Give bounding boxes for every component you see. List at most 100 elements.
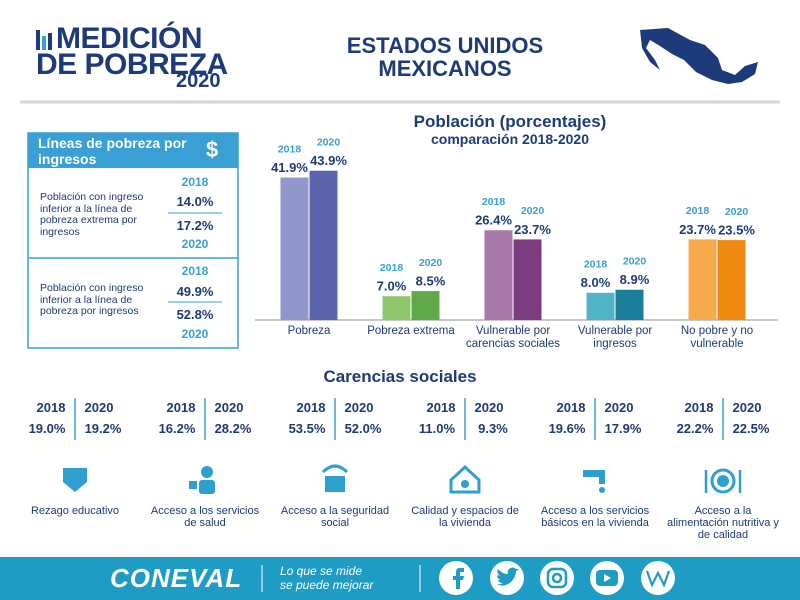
value-label: 19.2% [84, 421, 122, 436]
footer-logo: CONEVAL [110, 563, 243, 593]
value-label: 43.9% [310, 153, 347, 168]
icon [717, 475, 729, 487]
map-mexico [640, 28, 758, 84]
region-name: MEXICANOS [378, 56, 512, 81]
value-label: 26.4% [475, 213, 512, 228]
dollar-symbol: $ [206, 137, 219, 162]
value-label: 16.2% [158, 421, 196, 436]
value-label: 19.0% [28, 421, 66, 436]
value-label: 19.6% [548, 421, 586, 436]
value-label: 23.7% [679, 222, 716, 237]
value-label: 52.0% [344, 421, 382, 436]
value-label: 52.8% [176, 307, 214, 322]
icon [325, 476, 345, 492]
year-label: 2020 [181, 237, 209, 251]
bar [615, 289, 644, 320]
item-label: Población con ingreso inferior a la líne… [40, 282, 144, 317]
bar [484, 230, 513, 320]
legend-year: 2018 [482, 196, 506, 208]
value-label: 28.2% [214, 421, 252, 436]
bar [586, 292, 615, 320]
wikipedia-icon[interactable] [641, 561, 675, 595]
bar [280, 177, 309, 320]
year-label: 2018 [426, 400, 456, 415]
chart-subtitle: comparación 2018-2020 [431, 131, 589, 147]
legend-year: 2020 [725, 206, 749, 218]
value-label: 8.5% [416, 274, 446, 289]
legend-year: 2020 [521, 205, 545, 217]
value-label: 23.7% [514, 222, 551, 237]
footer-slogan: se puede mejorar [280, 578, 374, 592]
value-label: 22.2% [676, 421, 714, 436]
year-label: 2020 [181, 327, 209, 341]
x-tick-label: Vulnerable por ingresos [577, 325, 653, 350]
value-label: 8.0% [581, 275, 611, 290]
x-tick-label: Pobreza extrema [367, 325, 455, 337]
x-tick-label: Vulnerable por carencias sociales [466, 325, 560, 350]
bar [513, 239, 542, 320]
year-label: 2020 [344, 400, 374, 415]
value-label: 7.0% [377, 279, 407, 294]
value-label: 17.9% [604, 421, 642, 436]
legend-year: 2018 [584, 259, 608, 271]
icon [599, 487, 605, 493]
item-label: Acceso a los servicios básicos en la viv… [540, 505, 650, 529]
year-label: 2018 [36, 400, 66, 415]
legend-year: 2020 [419, 257, 443, 269]
icon [710, 468, 736, 494]
value-label: 49.9% [176, 284, 214, 299]
poverty-box-header [28, 133, 238, 168]
year-label: 2018 [181, 264, 209, 278]
instagram-icon[interactable] [540, 561, 574, 595]
value-label: 17.2% [176, 218, 214, 233]
bar [717, 240, 746, 320]
chart-title: Población (porcentajes) [413, 112, 607, 131]
legend-year: 2020 [317, 137, 341, 149]
bar [309, 170, 338, 320]
legend-year: 2018 [380, 262, 404, 274]
year-label: 2020 [604, 400, 634, 415]
icon [599, 470, 605, 484]
value-label: 53.5% [288, 421, 326, 436]
value-label: 8.9% [620, 272, 650, 287]
item-label: Acceso a la seguridad social [280, 505, 390, 529]
icon [461, 480, 469, 488]
year-label: 2018 [296, 400, 326, 415]
bar [688, 239, 717, 320]
item-label: Población con ingreso inferior a la líne… [40, 191, 144, 238]
bar [411, 291, 440, 320]
icon [321, 464, 349, 474]
value-label: 11.0% [418, 421, 456, 436]
icon [583, 470, 601, 477]
value-label: 22.5% [732, 421, 770, 436]
year-label: 2018 [556, 400, 586, 415]
bar [382, 296, 411, 320]
region-name: ESTADOS UNIDOS [346, 33, 544, 58]
year-label: 2020 [732, 400, 762, 415]
header-title: MEDICIÓN [56, 22, 203, 55]
icon [63, 468, 87, 492]
year-label: 2020 [84, 400, 114, 415]
social-icons [439, 561, 675, 595]
value-label: 41.9% [271, 160, 308, 175]
value-label: 9.3% [478, 421, 508, 436]
item-label: Acceso a los servicios de salud [150, 505, 260, 529]
item-label: Acceso a la alimentación nutritiva y de … [667, 505, 779, 541]
legend-year: 2018 [278, 143, 302, 155]
icon [189, 481, 197, 489]
box-title: Líneas de pobreza por ingresos [38, 135, 187, 167]
year-label: 2018 [181, 175, 209, 189]
x-tick-label: No pobre y no vulnerable [680, 325, 754, 350]
logo-mark [36, 30, 52, 50]
year-label: 2018 [684, 400, 714, 415]
item-label: Calidad y espacios de la vivienda [411, 505, 519, 529]
section-title: Carencias sociales [323, 367, 477, 386]
header-year: 2020 [176, 70, 221, 92]
icon [199, 480, 215, 494]
x-tick-label: Pobreza [287, 325, 331, 337]
value-label: 14.0% [176, 194, 214, 209]
year-label: 2018 [166, 400, 196, 415]
legend-year: 2020 [623, 256, 647, 268]
